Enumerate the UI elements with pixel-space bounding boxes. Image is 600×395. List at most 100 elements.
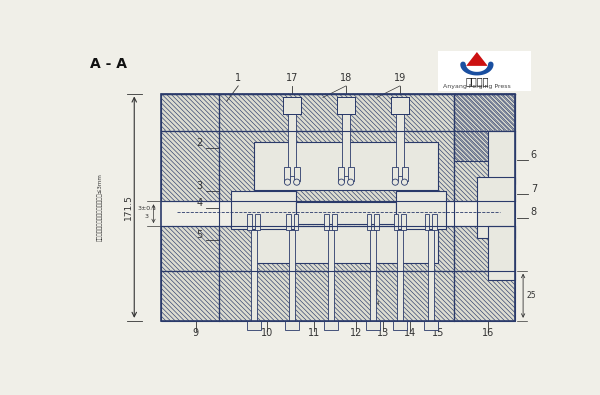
Bar xyxy=(454,94,515,131)
Bar xyxy=(161,94,219,131)
Bar xyxy=(367,214,371,230)
Bar xyxy=(255,214,260,230)
Bar xyxy=(425,214,429,230)
Circle shape xyxy=(338,179,344,185)
Text: 3: 3 xyxy=(197,181,203,191)
Bar xyxy=(454,131,515,201)
Circle shape xyxy=(284,179,290,185)
Bar xyxy=(161,131,219,201)
Text: 4: 4 xyxy=(197,198,203,208)
Bar xyxy=(219,94,454,131)
Bar xyxy=(432,214,437,230)
Bar xyxy=(230,191,296,229)
Bar xyxy=(488,131,515,184)
Bar xyxy=(374,214,379,230)
Bar xyxy=(254,142,439,190)
Bar xyxy=(288,115,296,176)
Bar xyxy=(161,271,219,321)
Bar xyxy=(323,321,338,330)
Bar xyxy=(396,191,446,229)
Bar xyxy=(219,271,454,321)
Bar xyxy=(402,167,407,181)
Text: 7: 7 xyxy=(531,184,537,194)
Text: 弹笪装配后，保证冲头切制切刃口≤3mm: 弹笪装配后，保证冲头切制切刃口≤3mm xyxy=(97,173,103,241)
Text: 2: 2 xyxy=(197,138,203,148)
Circle shape xyxy=(401,179,407,185)
Bar xyxy=(454,131,515,201)
Bar xyxy=(393,321,407,330)
Text: 18: 18 xyxy=(340,73,352,83)
Bar xyxy=(397,230,403,322)
Text: 25: 25 xyxy=(527,291,536,300)
Bar xyxy=(283,98,301,115)
Text: 12: 12 xyxy=(350,328,362,338)
Bar xyxy=(296,202,396,224)
Bar xyxy=(219,131,454,201)
Bar xyxy=(219,131,454,201)
Text: 6: 6 xyxy=(531,150,537,160)
Bar xyxy=(477,177,515,238)
Bar xyxy=(439,51,531,91)
Bar xyxy=(401,214,406,230)
Text: 0.2: 0.2 xyxy=(371,290,380,295)
Bar xyxy=(454,226,515,271)
Bar xyxy=(161,131,219,201)
Text: 安阳锻压: 安阳锻压 xyxy=(465,77,488,87)
Bar xyxy=(394,214,398,230)
Bar xyxy=(219,226,454,271)
Text: 14: 14 xyxy=(404,328,416,338)
Text: A - A: A - A xyxy=(91,56,127,71)
Bar xyxy=(349,167,354,181)
Bar xyxy=(295,167,300,181)
Text: 171.5: 171.5 xyxy=(124,194,133,220)
Bar xyxy=(161,94,219,131)
Text: 1.4: 1.4 xyxy=(371,301,380,307)
Bar xyxy=(254,226,439,263)
Text: 11: 11 xyxy=(308,328,320,338)
Bar xyxy=(454,271,515,321)
Bar xyxy=(284,167,290,181)
Text: 17: 17 xyxy=(286,73,298,83)
Text: 3±0.1: 3±0.1 xyxy=(137,206,156,211)
Bar xyxy=(161,226,219,271)
Bar xyxy=(454,271,515,321)
Text: 19: 19 xyxy=(394,73,406,83)
Bar xyxy=(428,230,434,322)
Text: 16: 16 xyxy=(482,328,494,338)
Text: 1: 1 xyxy=(235,73,241,83)
Bar xyxy=(454,226,515,271)
Bar xyxy=(396,115,404,176)
Bar xyxy=(161,226,219,271)
Bar xyxy=(337,98,355,115)
Circle shape xyxy=(293,179,300,185)
Bar xyxy=(454,94,515,131)
Text: 9: 9 xyxy=(193,328,199,338)
Text: 3: 3 xyxy=(145,214,149,218)
Polygon shape xyxy=(466,52,488,66)
Circle shape xyxy=(347,179,354,185)
Bar xyxy=(391,98,409,115)
Bar xyxy=(370,230,376,322)
Bar xyxy=(332,214,337,230)
Bar xyxy=(325,214,329,230)
Bar xyxy=(247,214,252,230)
Text: Anyang Forging Press: Anyang Forging Press xyxy=(443,85,511,89)
Bar xyxy=(285,321,299,330)
Bar xyxy=(454,94,515,162)
Bar xyxy=(219,94,454,131)
Text: 13: 13 xyxy=(377,328,389,338)
Bar xyxy=(219,271,454,321)
Bar xyxy=(219,226,454,271)
Bar xyxy=(338,167,344,181)
Bar xyxy=(488,226,515,280)
Bar xyxy=(161,271,219,321)
Bar xyxy=(289,230,295,322)
Bar xyxy=(424,321,437,330)
Circle shape xyxy=(392,179,398,185)
Bar xyxy=(342,115,350,176)
Bar xyxy=(251,230,257,322)
Text: 15: 15 xyxy=(432,328,445,338)
Bar xyxy=(247,321,260,330)
Bar xyxy=(328,230,334,322)
Text: 8: 8 xyxy=(531,207,537,217)
